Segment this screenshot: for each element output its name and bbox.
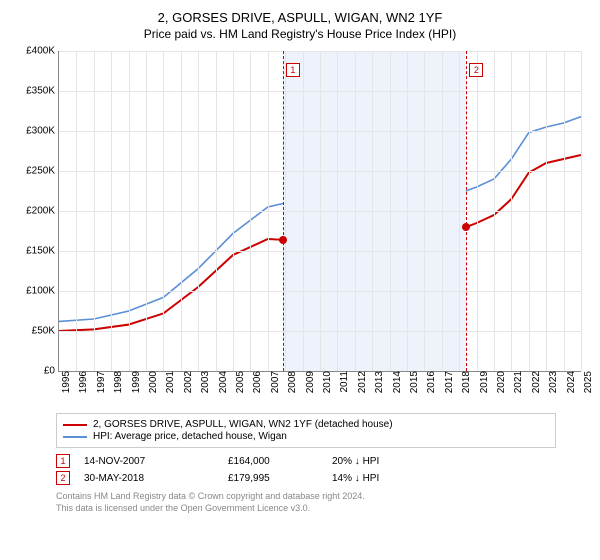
marker-label: 2	[469, 63, 483, 77]
x-axis-label: 2011	[333, 371, 350, 393]
x-axis-label: 2018	[455, 371, 472, 393]
y-axis-label: £200K	[26, 206, 59, 217]
x-axis-label: 2024	[560, 371, 577, 393]
x-axis-label: 2001	[159, 371, 176, 393]
y-axis-label: £300K	[26, 126, 59, 137]
sale-delta: 20% ↓ HPI	[332, 456, 432, 467]
sale-marker: 1	[56, 454, 70, 468]
y-axis-label: £150K	[26, 246, 59, 257]
legend-item: 2, GORSES DRIVE, ASPULL, WIGAN, WN2 1YF …	[63, 419, 549, 430]
chart-title: 2, GORSES DRIVE, ASPULL, WIGAN, WN2 1YF	[12, 10, 588, 25]
legend-label: HPI: Average price, detached house, Wiga…	[93, 431, 287, 442]
x-axis-label: 2002	[177, 371, 194, 393]
legend: 2, GORSES DRIVE, ASPULL, WIGAN, WN2 1YF …	[56, 413, 556, 448]
x-axis-label: 1996	[72, 371, 89, 393]
y-axis-label: £400K	[26, 46, 59, 57]
x-axis-label: 1997	[90, 371, 107, 393]
y-axis-label: £50K	[32, 326, 59, 337]
legend-swatch	[63, 436, 87, 438]
sale-marker: 2	[56, 471, 70, 485]
credits-line: Contains HM Land Registry data © Crown c…	[56, 491, 556, 503]
marker-dot	[279, 236, 287, 244]
sales-table: 1 14-NOV-2007 £164,000 20% ↓ HPI 2 30-MAY-201…	[56, 454, 556, 485]
sale-price: £164,000	[228, 456, 318, 467]
x-axis-label: 2020	[490, 371, 507, 393]
x-axis-label: 2012	[351, 371, 368, 393]
sale-date: 30-MAY-2018	[84, 473, 214, 484]
x-axis-label: 2017	[438, 371, 455, 393]
sale-price: £179,995	[228, 473, 318, 484]
chart-container: 2, GORSES DRIVE, ASPULL, WIGAN, WN2 1YF …	[0, 0, 600, 560]
y-axis-label: £350K	[26, 86, 59, 97]
x-axis-label: 2015	[403, 371, 420, 393]
x-axis-label: 2023	[542, 371, 559, 393]
x-axis-label: 2008	[281, 371, 298, 393]
x-axis-label: 2013	[368, 371, 385, 393]
plot-area: £0£50K£100K£150K£200K£250K£300K£350K£400…	[58, 51, 581, 372]
legend-item: HPI: Average price, detached house, Wiga…	[63, 431, 549, 442]
chart-subtitle: Price paid vs. HM Land Registry's House …	[12, 27, 588, 41]
sale-row: 2 30-MAY-2018 £179,995 14% ↓ HPI	[56, 471, 556, 485]
x-axis-label: 2005	[229, 371, 246, 393]
credits: Contains HM Land Registry data © Crown c…	[56, 491, 556, 514]
x-axis-label: 2004	[212, 371, 229, 393]
legend-label: 2, GORSES DRIVE, ASPULL, WIGAN, WN2 1YF …	[93, 419, 393, 430]
sale-date: 14-NOV-2007	[84, 456, 214, 467]
marker-line	[466, 51, 467, 371]
x-axis-label: 2003	[194, 371, 211, 393]
marker-line	[283, 51, 284, 371]
credits-line: This data is licensed under the Open Gov…	[56, 503, 556, 515]
marker-label: 1	[286, 63, 300, 77]
x-axis-label: 2021	[507, 371, 524, 393]
marker-dot	[462, 223, 470, 231]
x-axis-label: 2007	[264, 371, 281, 393]
y-axis-label: £250K	[26, 166, 59, 177]
sale-delta: 14% ↓ HPI	[332, 473, 432, 484]
y-axis-label: £100K	[26, 286, 59, 297]
x-axis-label: 1998	[107, 371, 124, 393]
sale-row: 1 14-NOV-2007 £164,000 20% ↓ HPI	[56, 454, 556, 468]
x-axis-label: 2009	[299, 371, 316, 393]
x-axis-label: 2000	[142, 371, 159, 393]
x-axis-label: 2014	[386, 371, 403, 393]
x-axis-label: 2010	[316, 371, 333, 393]
x-axis-label: 2022	[525, 371, 542, 393]
x-axis-label: 2025	[577, 371, 594, 393]
legend-swatch	[63, 424, 87, 426]
x-axis-label: 1995	[55, 371, 72, 393]
x-axis-label: 1999	[125, 371, 142, 393]
x-axis-label: 2006	[246, 371, 263, 393]
titles: 2, GORSES DRIVE, ASPULL, WIGAN, WN2 1YF …	[12, 10, 588, 41]
chart-zone: £0£50K£100K£150K£200K£250K£300K£350K£400…	[14, 47, 584, 407]
x-axis-label: 2016	[420, 371, 437, 393]
x-axis-label: 2019	[473, 371, 490, 393]
